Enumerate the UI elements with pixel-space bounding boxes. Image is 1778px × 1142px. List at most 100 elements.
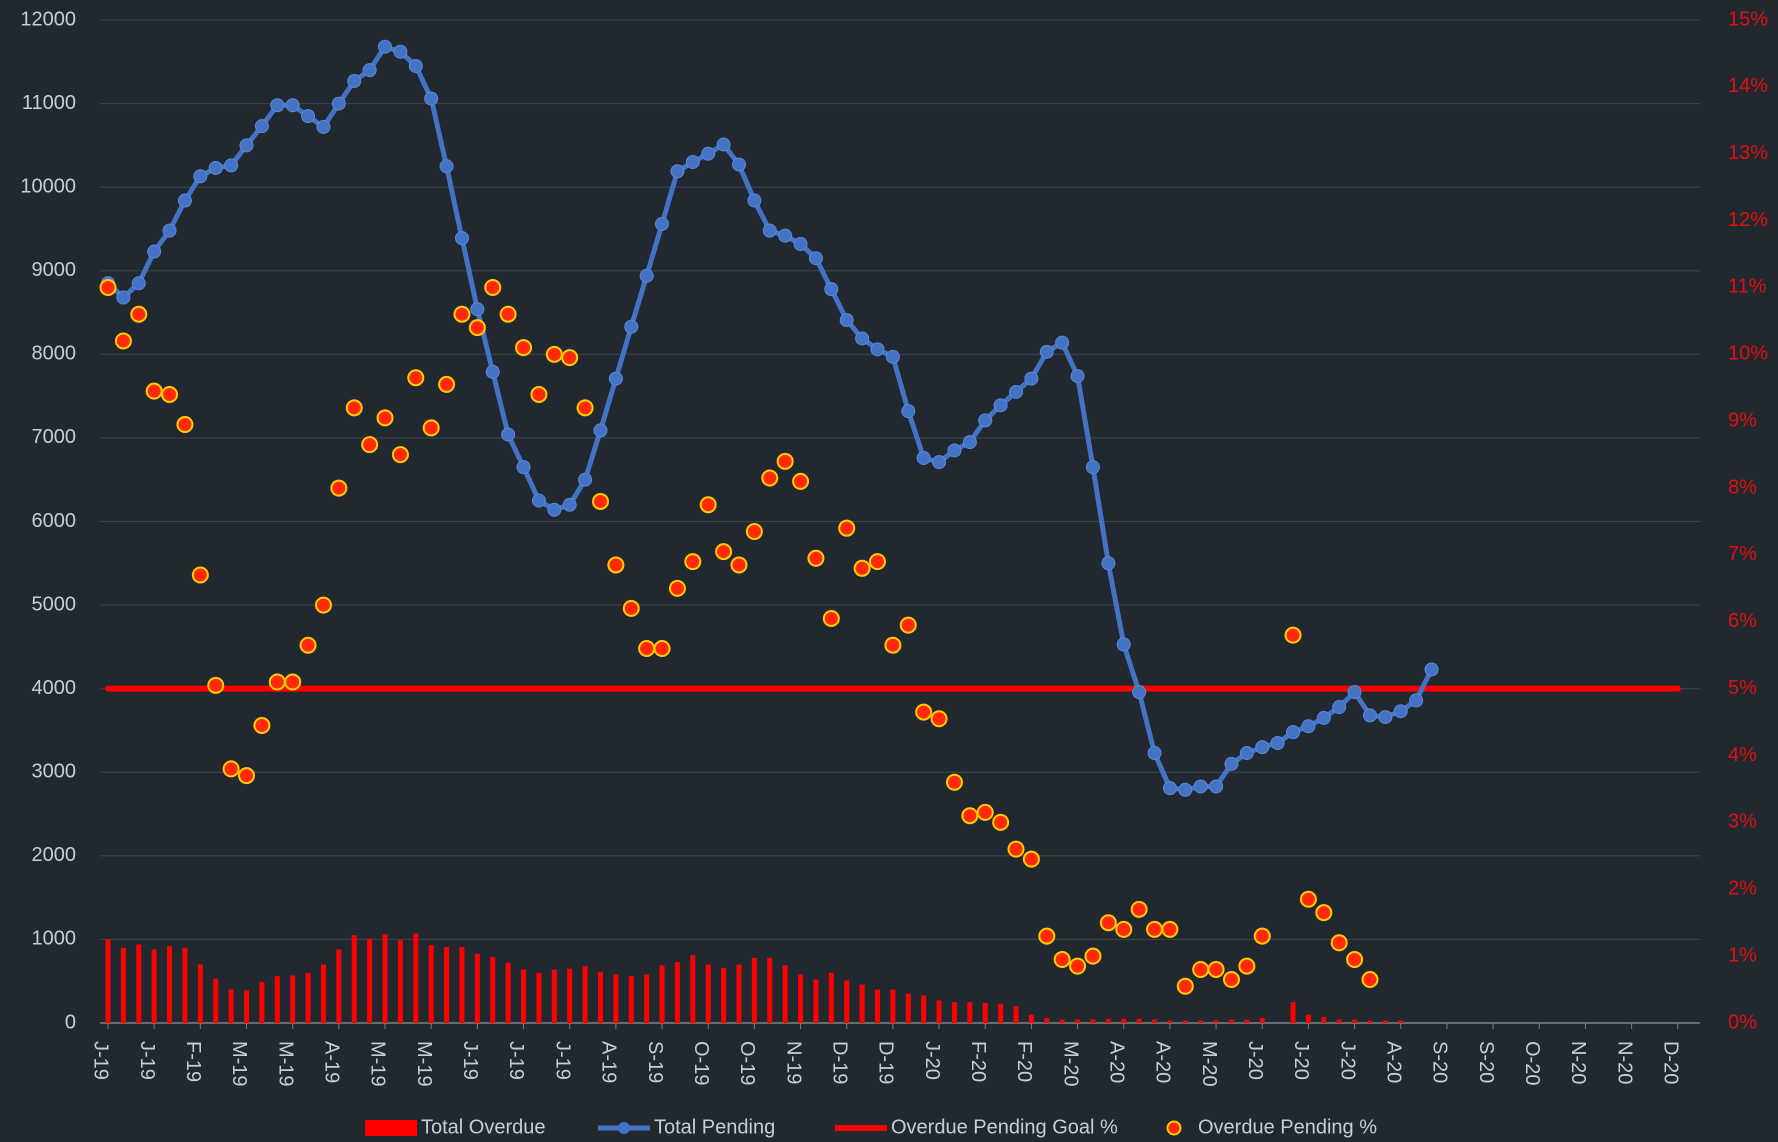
overdue-pct-point <box>1007 840 1025 858</box>
x-tick-label: J-19 <box>459 1041 481 1080</box>
pending-point <box>793 237 808 252</box>
x-tick-label: A-20 <box>1382 1041 1404 1083</box>
overdue-pct-point <box>792 472 810 490</box>
bar <box>1244 1019 1250 1023</box>
overdue-pct-point <box>1238 957 1256 975</box>
x-tick-label: S-19 <box>644 1041 666 1083</box>
y-tick-label: 1000 <box>32 928 77 950</box>
pending-point <box>131 276 146 291</box>
overdue-pct-point <box>1207 961 1225 979</box>
bar <box>367 938 373 1023</box>
x-tick-label: N-20 <box>1613 1041 1635 1084</box>
legend-label: Total Pending <box>654 1116 775 1138</box>
bar <box>213 978 219 1023</box>
bar <box>721 967 727 1023</box>
pending-point <box>808 251 823 266</box>
pending-point <box>393 44 408 59</box>
y-tick-label: 10000 <box>20 175 76 197</box>
pending-point <box>177 193 192 208</box>
legend-label: Overdue Pending Goal % <box>891 1116 1118 1138</box>
bar <box>1213 1020 1219 1023</box>
overdue-pct-point <box>391 446 409 464</box>
pending-point <box>316 119 331 134</box>
bar <box>905 993 911 1023</box>
overdue-pct-point <box>438 375 456 393</box>
overdue-pct-point <box>130 305 148 323</box>
pending-point <box>962 435 977 450</box>
overdue-pct-point <box>869 553 886 571</box>
x-tick-label: D-19 <box>828 1041 850 1084</box>
overdue-pct-point <box>484 278 502 296</box>
bar <box>567 968 573 1023</box>
bar <box>582 966 588 1023</box>
x-tick-label: O-20 <box>1521 1041 1543 1085</box>
pending-point <box>1147 746 1162 761</box>
bar <box>197 964 203 1023</box>
bar <box>1336 1019 1342 1023</box>
pending-point <box>778 228 793 243</box>
overdue-pct-point <box>1084 947 1102 965</box>
x-tick-label: J-20 <box>1290 1041 1312 1080</box>
overdue-pct-point <box>145 382 163 400</box>
pending-point <box>224 158 239 173</box>
overdue-pct-point <box>622 599 640 617</box>
bar <box>505 962 511 1023</box>
pending-point <box>1378 710 1393 725</box>
bar <box>628 976 634 1023</box>
pending-point <box>1347 685 1362 700</box>
bar <box>320 964 326 1023</box>
bar <box>1044 1017 1050 1023</box>
pending-point <box>1178 782 1193 797</box>
pending-point <box>347 74 362 89</box>
x-tick-label: O-19 <box>736 1041 758 1085</box>
pending-point <box>685 155 700 170</box>
overdue-pct-point <box>191 566 209 584</box>
overdue-pct-point <box>853 559 871 577</box>
overdue-pct-point <box>884 636 902 654</box>
y-tick-label: 9000 <box>32 259 77 281</box>
x-tick-label: F-20 <box>1013 1041 1035 1082</box>
bar <box>1167 1020 1173 1023</box>
bar <box>782 965 788 1023</box>
overdue-pct-point <box>361 436 379 454</box>
overdue-pct-point <box>545 345 563 363</box>
x-tick-label: N-19 <box>782 1041 804 1084</box>
pending-point <box>162 223 177 238</box>
bar <box>828 972 834 1023</box>
overdue-pct-point <box>591 492 609 510</box>
bar <box>798 974 804 1023</box>
bar <box>890 989 896 1023</box>
bar <box>1105 1018 1111 1023</box>
bar <box>1198 1020 1204 1023</box>
y-tick-label: 5000 <box>32 593 77 615</box>
overdue-pct-point <box>1022 850 1040 868</box>
pending-point <box>378 39 393 54</box>
overdue-pct-point <box>761 469 779 487</box>
y2-tick-label: 1% <box>1728 944 1757 966</box>
overdue-pct-point <box>1361 971 1379 989</box>
y2-tick-label: 4% <box>1728 744 1757 766</box>
pending-point <box>716 137 731 152</box>
bar <box>1321 1017 1327 1023</box>
pending-point <box>593 423 608 438</box>
x-tick-label: M-20 <box>1059 1041 1081 1087</box>
pending-point <box>1270 735 1285 750</box>
pending-point <box>1424 662 1439 677</box>
overdue-pct-point <box>1253 927 1271 945</box>
bar <box>136 944 142 1023</box>
overdue-pct-point <box>422 419 440 437</box>
bar <box>490 956 496 1023</box>
bar <box>413 933 419 1023</box>
pending-point <box>1286 725 1301 740</box>
pending-point <box>1316 710 1331 725</box>
y2-tick-label: 13% <box>1728 142 1768 164</box>
bar <box>751 957 757 1023</box>
x-tick-label: D-19 <box>875 1041 897 1084</box>
y-tick-label: 7000 <box>32 426 77 448</box>
bar <box>659 965 665 1023</box>
y2-tick-label: 0% <box>1728 1011 1757 1033</box>
y-tick-label: 6000 <box>32 510 77 532</box>
pending-point <box>331 96 346 111</box>
overdue-pct-point <box>453 305 471 323</box>
overdue-pct-point <box>1330 934 1348 952</box>
